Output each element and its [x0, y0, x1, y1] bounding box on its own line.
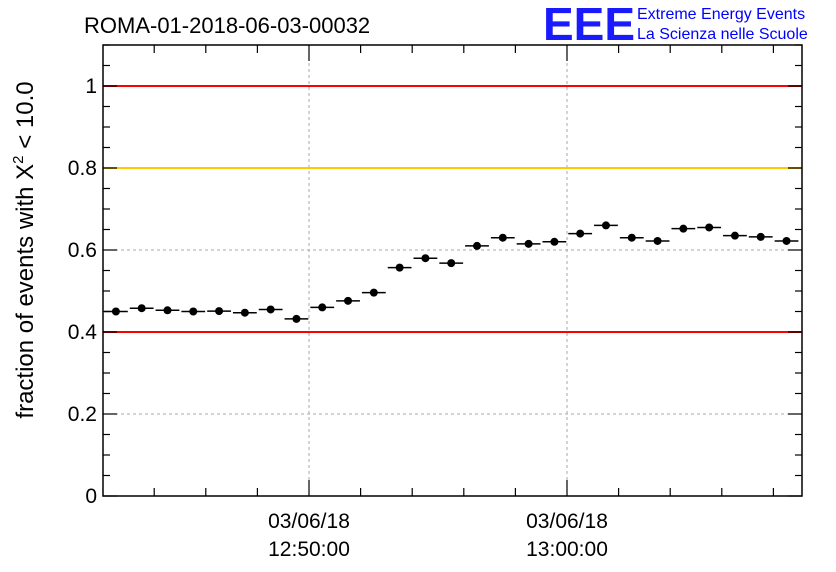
- data-point: [284, 314, 309, 323]
- data-marker: [395, 263, 404, 272]
- data-marker: [705, 223, 714, 232]
- data-marker: [189, 307, 198, 316]
- x-tick-label-time: 12:50:00: [268, 538, 350, 561]
- y-axis-label: fraction of events with X2 < 10.0: [10, 81, 39, 418]
- data-marker: [318, 303, 327, 312]
- data-marker: [679, 224, 688, 233]
- data-marker: [240, 308, 249, 317]
- data-point: [619, 233, 644, 242]
- data-point: [387, 263, 412, 272]
- x-tick-label-time: 13:00:00: [526, 538, 608, 561]
- data-point: [181, 307, 206, 316]
- y-tick-label: 0.8: [68, 157, 97, 180]
- data-point: [155, 306, 180, 315]
- logo-mark: EEE: [543, 0, 635, 50]
- data-marker: [137, 304, 146, 313]
- data-point: [258, 305, 283, 314]
- data-point: [748, 232, 773, 241]
- data-points: [104, 221, 799, 323]
- data-marker: [344, 296, 353, 305]
- data-point: [310, 303, 335, 312]
- data-point: [568, 229, 593, 238]
- y-tick-label: 0: [85, 485, 97, 508]
- data-marker: [163, 306, 172, 315]
- data-marker: [576, 229, 585, 238]
- data-point: [774, 236, 799, 245]
- data-marker: [266, 305, 275, 314]
- data-marker: [756, 232, 765, 241]
- data-point: [232, 308, 257, 317]
- data-point: [723, 231, 747, 240]
- y-tick-label: 1: [85, 75, 97, 98]
- data-marker: [627, 233, 636, 242]
- data-marker: [653, 236, 662, 245]
- data-marker: [215, 307, 224, 316]
- data-point: [129, 304, 154, 313]
- logo-line-1: Extreme Energy Events: [637, 6, 805, 23]
- tick-labels: 0 0.2 0.4 0.6 0.8 1 03/06/18 12:50:00 03/06/18 13…: [68, 75, 608, 561]
- grid: [103, 45, 802, 496]
- data-marker: [782, 236, 791, 245]
- reference-lines: [103, 85, 802, 333]
- data-point: [490, 233, 515, 242]
- data-point: [413, 254, 438, 263]
- y-tick-label: 0.4: [68, 321, 98, 344]
- y-tick-label: 0.2: [68, 403, 97, 426]
- data-point: [645, 236, 670, 245]
- data-point: [542, 237, 567, 246]
- data-marker: [524, 239, 533, 248]
- data-point: [594, 221, 618, 230]
- data-marker: [730, 231, 739, 240]
- y-axis-label-superscript: 2: [10, 155, 27, 163]
- data-point: [516, 239, 541, 248]
- logo-line-2: La Scienza nelle Scuole: [637, 26, 808, 43]
- eee-logo: EEE Extreme Energy Events La Scienza nel…: [543, 0, 808, 50]
- x-tick-label-date: 03/06/18: [526, 510, 608, 533]
- data-marker: [292, 314, 301, 323]
- data-point: [336, 296, 360, 305]
- data-point: [697, 223, 722, 232]
- data-point: [671, 224, 696, 233]
- data-marker: [498, 233, 507, 242]
- y-axis-label-suffix: < 10.0: [12, 81, 39, 155]
- chart-title: ROMA-01-2018-06-03-00032: [84, 13, 370, 38]
- axis-ticks: [103, 44, 802, 497]
- data-marker: [473, 241, 482, 250]
- data-marker: [111, 307, 120, 316]
- x-tick-label-date: 03/06/18: [268, 510, 350, 533]
- data-marker: [369, 288, 378, 297]
- data-point: [361, 288, 386, 297]
- data-marker: [550, 237, 559, 246]
- y-axis-label-prefix: fraction of events with: [12, 180, 39, 419]
- y-axis-label-symbol: X: [12, 164, 39, 180]
- plot-frame: [102, 44, 803, 497]
- data-marker: [447, 259, 456, 268]
- data-point: [207, 307, 231, 316]
- data-marker: [601, 221, 610, 230]
- data-point: [439, 259, 464, 268]
- data-marker: [421, 254, 430, 263]
- data-point: [465, 241, 489, 250]
- y-tick-label: 0.6: [68, 239, 97, 262]
